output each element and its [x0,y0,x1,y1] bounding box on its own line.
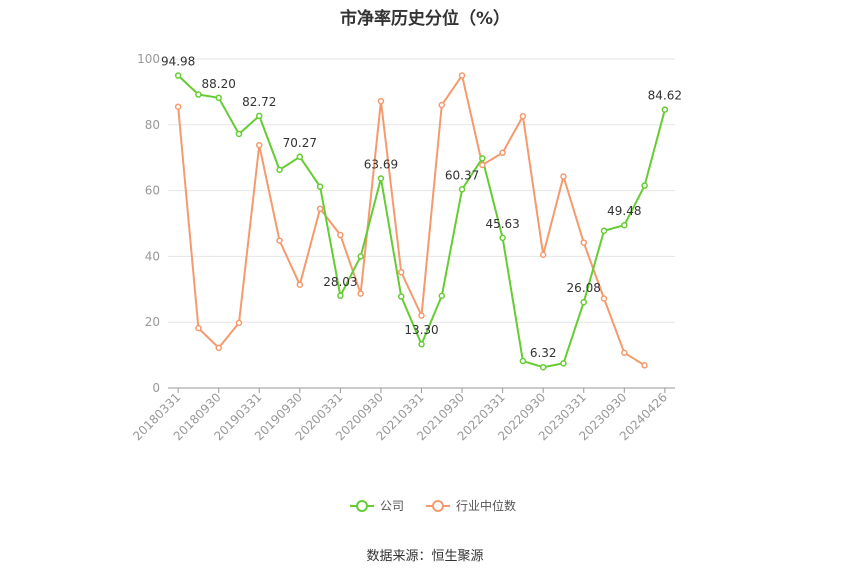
data-point [621,349,628,357]
y-tick-label: 20 [145,315,160,329]
series-line [177,74,646,367]
data-point [276,166,283,174]
data-label: 6.32 [530,346,557,360]
data-point [600,295,608,302]
data-point [519,112,527,120]
data-point [621,221,628,229]
grid-lines [168,58,675,323]
data-label: 84.62 [648,89,682,103]
data-label: 13.30 [404,323,438,337]
data-point [418,340,425,348]
data-point [256,112,263,120]
data-point [337,231,344,239]
data-point [235,130,243,138]
data-label: 94.98 [161,55,195,69]
data-label: 88.20 [202,77,236,91]
data-point [357,253,364,260]
data-label: 60.37 [445,168,479,182]
data-point [580,239,587,246]
data-label: 26.08 [567,281,601,295]
data-point [337,292,344,300]
data-point [174,103,182,110]
data-point [397,268,405,276]
data-point [499,234,506,242]
data-point [458,186,466,193]
data-label: 45.63 [485,217,519,231]
legend-label: 公司 [380,499,404,513]
data-point [418,312,425,319]
data-point [215,94,222,102]
legend-marker [356,500,368,512]
legend-marker [432,500,444,512]
data-point [499,149,506,157]
x-axis: 2018033120180930201903312019093020200331… [130,387,675,443]
data-label: 70.27 [283,136,317,150]
data-point [377,175,385,182]
y-tick-label: 80 [145,118,160,132]
data-source: 数据来源：恒生聚源 [366,549,484,564]
data-point [256,141,263,149]
legend-item: 公司 [350,499,404,513]
data-point [357,290,364,297]
data-point [519,357,527,365]
data-point [296,153,304,161]
data-point [438,292,446,300]
y-tick-label: 40 [145,249,160,263]
data-labels: 94.98 88.20 82.72 70.27 28.03 63.69 13.30 60.37… [161,55,682,361]
data-point [479,161,486,169]
data-label: 49.48 [607,204,641,218]
legend-item: 行业中位数 [426,498,516,513]
y-tick-label: 0 [152,381,160,395]
data-point [560,173,567,180]
data-point [397,293,405,300]
data-point [641,182,648,189]
data-label: 28.03 [323,275,357,289]
data-point [580,298,587,306]
data-point [316,205,324,212]
data-point [235,319,243,327]
y-axis-ticks: 0 20 40 60 80 100 [137,52,160,395]
data-point [195,91,202,98]
data-point [560,360,567,367]
data-point [215,344,222,352]
data-point [296,281,304,288]
series-points [174,72,669,371]
data-point [458,72,466,79]
chart-title: 市净率历史分位（%） [339,9,511,29]
y-tick-label: 100 [137,52,160,66]
data-point [641,362,648,369]
data-point [539,363,547,371]
data-point [438,101,446,109]
data-label: 82.72 [242,95,276,109]
data-point [600,227,608,234]
legend-label: 行业中位数 [456,498,516,513]
data-point [539,251,547,259]
data-label: 63.69 [364,157,398,171]
data-point [377,97,385,105]
data-point [276,237,283,244]
data-point [661,106,669,113]
data-point [479,155,486,162]
data-point [174,72,182,79]
legend: 公司 行业中位数 [350,498,516,513]
data-point [195,324,202,332]
y-tick-label: 60 [145,184,160,198]
data-point [316,183,324,190]
